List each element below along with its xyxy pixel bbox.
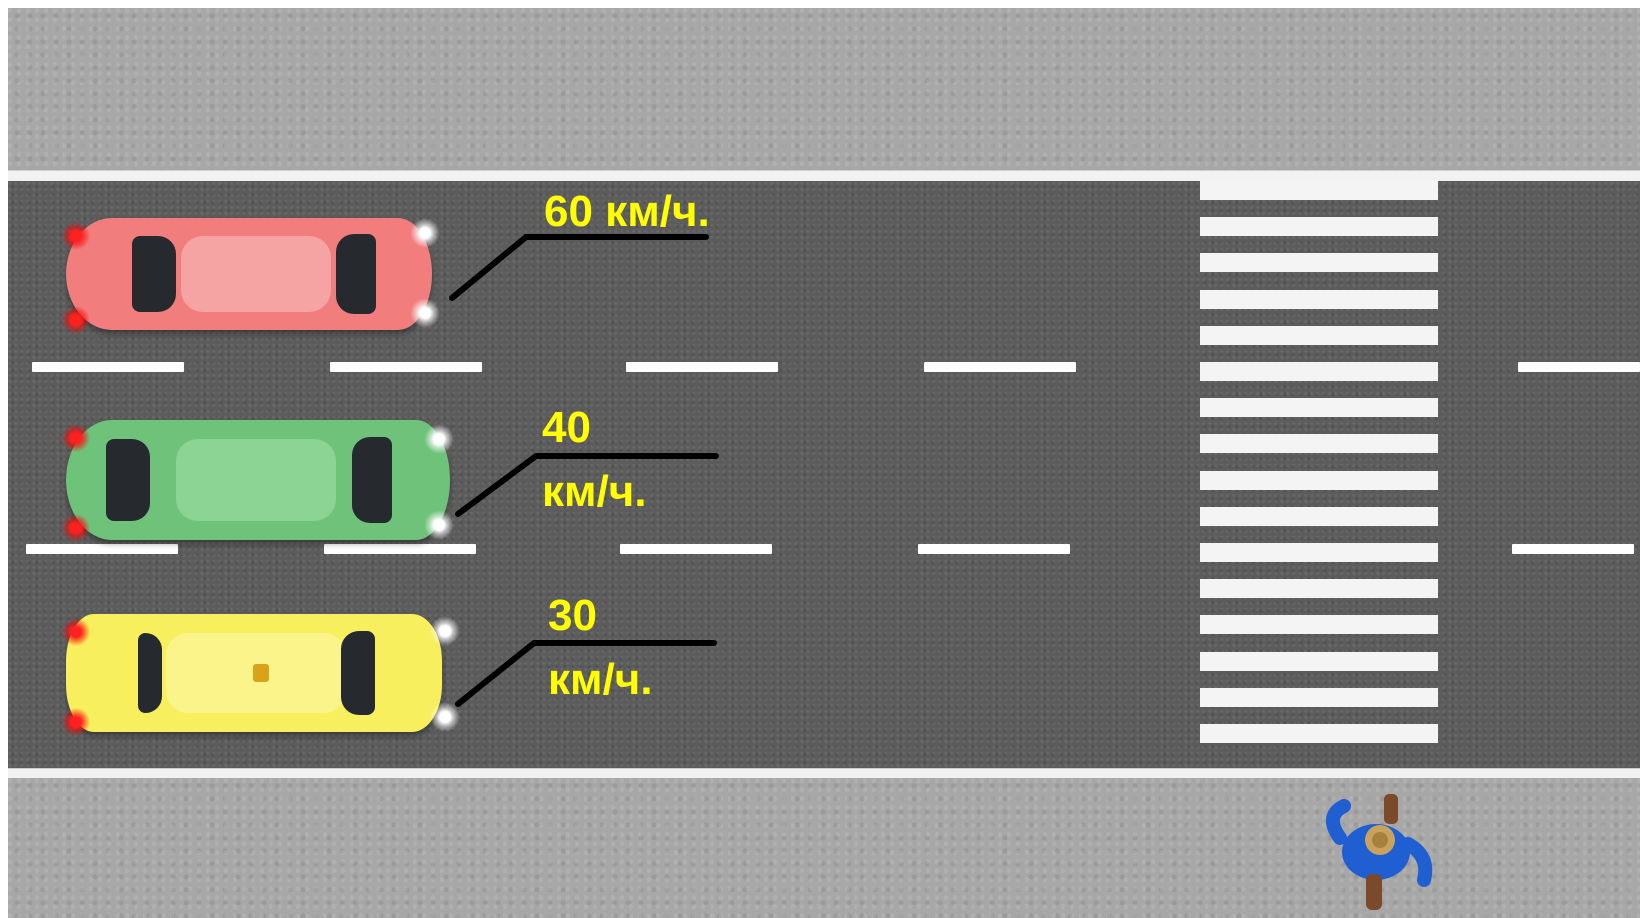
lane-dash <box>924 362 1076 372</box>
leader-line-red <box>449 234 709 301</box>
crosswalk-stripe <box>1200 651 1438 671</box>
speed-label-green-unit: км/ч. <box>542 467 647 516</box>
taillight <box>62 514 90 542</box>
car-yellow-taxi-icon <box>66 614 442 732</box>
crosswalk-stripe <box>1200 362 1438 381</box>
crosswalk-stripe <box>1200 543 1438 562</box>
headlight <box>430 702 460 732</box>
crosswalk-stripe <box>1200 470 1438 490</box>
leader-line-yellow <box>455 640 717 707</box>
car-windshield <box>341 630 375 716</box>
lane-dash <box>626 362 778 372</box>
crosswalk-stripe <box>1200 724 1438 743</box>
headlight <box>410 298 440 328</box>
sidewalk-top <box>8 8 1640 170</box>
lane-dash <box>1512 544 1634 554</box>
car-red-icon <box>66 218 432 330</box>
lane-dash <box>324 544 476 554</box>
lane-dash <box>620 544 772 554</box>
car-green-icon <box>66 420 450 540</box>
crosswalk-stripe <box>1200 579 1438 599</box>
speed-label-yellow-unit: км/ч. <box>548 655 653 704</box>
car-windshield <box>336 233 376 315</box>
crosswalk-stripe <box>1200 615 1438 635</box>
car-roof <box>176 439 336 521</box>
pedestrian-icon <box>1326 794 1433 910</box>
leader-line-green <box>455 453 719 517</box>
crosswalk-stripe <box>1200 506 1438 526</box>
crosswalk-stripe <box>1200 687 1438 707</box>
lane-dash <box>32 362 184 372</box>
speed-label-red: 60 км/ч. <box>544 187 710 236</box>
car-rear-window <box>132 235 176 313</box>
car-rear-window <box>106 439 150 521</box>
lane-dash <box>1518 362 1640 372</box>
crosswalk-stripe <box>1200 398 1438 418</box>
headlight <box>430 616 460 646</box>
headlight <box>410 218 440 248</box>
car-roof <box>181 235 331 313</box>
headlight <box>424 424 454 454</box>
taillight <box>62 618 90 646</box>
crosswalk-stripe <box>1200 434 1438 454</box>
crosswalk-stripe <box>1200 253 1438 273</box>
taillight <box>62 708 90 736</box>
lane-dash <box>918 544 1070 554</box>
lane-dash <box>330 362 482 372</box>
headlight <box>424 510 454 540</box>
crosswalk-stripe <box>1200 181 1438 200</box>
taillight <box>62 424 90 452</box>
taxi-sign-icon <box>253 664 269 682</box>
car-windshield <box>352 436 392 524</box>
crosswalk-stripe <box>1200 289 1438 309</box>
crosswalk-stripe <box>1200 325 1438 345</box>
lane-dash <box>26 544 178 554</box>
speed-label-yellow-value: 30 <box>548 591 597 640</box>
car-rear-window <box>138 632 162 714</box>
taillight <box>62 306 90 334</box>
speed-label-green-value: 40 <box>542 403 591 452</box>
taillight <box>62 222 90 250</box>
crosswalk-stripe <box>1200 217 1438 237</box>
